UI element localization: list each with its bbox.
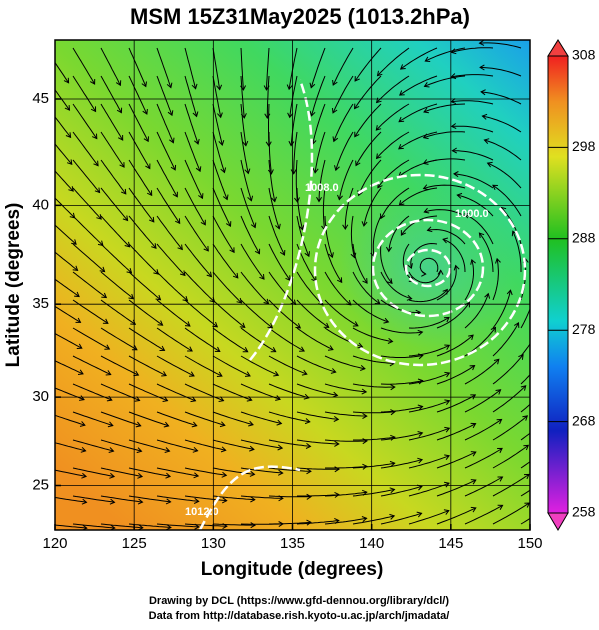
low-area <box>338 188 518 348</box>
colorbar-tick-label: 278 <box>572 321 596 337</box>
streamline-arrow <box>543 352 548 357</box>
footer: Drawing by DCL (https://www.gfd-dennou.o… <box>149 595 449 607</box>
x-tick-label: 145 <box>438 535 463 552</box>
streamline-arrow <box>532 289 537 294</box>
x-tick-label: 120 <box>42 535 67 552</box>
colorbar-tick-label: 288 <box>572 230 596 246</box>
colorbar-extend-top <box>548 40 568 56</box>
x-tick-label: 140 <box>359 535 384 552</box>
x-tick-label: 130 <box>201 535 226 552</box>
y-tick-label: 45 <box>32 90 49 107</box>
colorbar-tick-label: 298 <box>572 138 596 154</box>
colorbar-tick-label: 268 <box>572 412 596 428</box>
y-tick-label: 35 <box>32 295 49 312</box>
colorbar <box>548 56 568 513</box>
footer: Data from http://database.rish.kyoto-u.a… <box>149 610 450 622</box>
contour-label: 1008.0 <box>305 182 339 194</box>
colorbar-tick-label: 308 <box>572 47 596 63</box>
x-tick-label: 150 <box>517 535 542 552</box>
x-tick-label: 135 <box>280 535 305 552</box>
y-axis-title: Latitude (degrees) <box>3 203 24 368</box>
colorbar-tick-label: 258 <box>572 504 596 520</box>
y-tick-label: 25 <box>32 476 49 493</box>
streamline-arrow <box>539 320 544 325</box>
x-axis-title: Longitude (degrees) <box>201 559 384 580</box>
colorbar-extend-bottom <box>548 513 568 530</box>
contour-label: 1000.0 <box>455 208 489 220</box>
x-tick-label: 125 <box>122 535 147 552</box>
y-tick-label: 40 <box>32 196 49 213</box>
chart-title: MSM 15Z31May2025 (1013.2hPa) <box>130 4 470 29</box>
y-tick-label: 30 <box>32 388 49 405</box>
